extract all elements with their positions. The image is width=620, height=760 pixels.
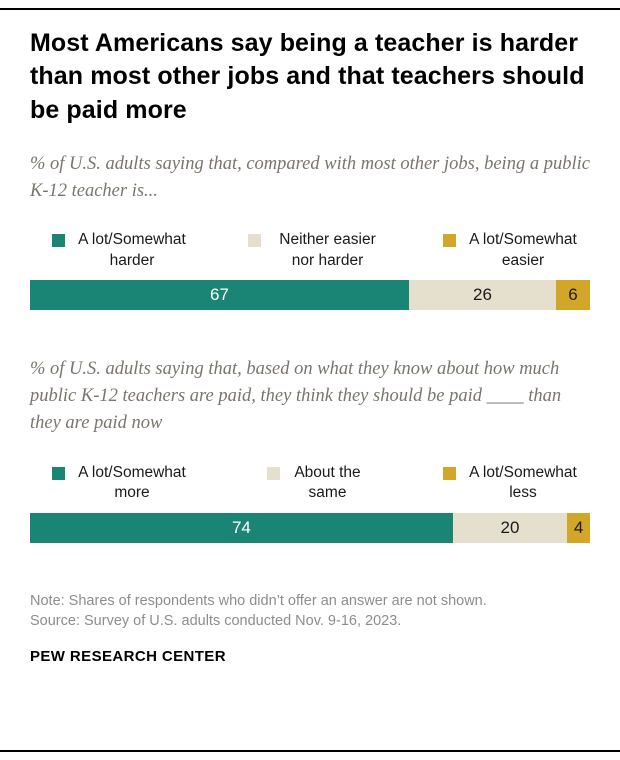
chart2-legend: A lot/Somewhat more About the same A lot… xyxy=(30,463,590,504)
legend-item-same: About the same xyxy=(266,463,370,504)
legend-label: A lot/Somewhat more xyxy=(78,463,186,502)
bar-value: 26 xyxy=(473,285,492,305)
legend-swatch-gold xyxy=(443,234,456,248)
bottom-rule xyxy=(0,750,620,752)
legend-item-harder: A lot/Somewhat harder xyxy=(52,230,193,271)
chart-section-teacher-difficulty: % of U.S. adults saying that, compared w… xyxy=(30,127,590,311)
legend-item-less: A lot/Somewhat less xyxy=(443,463,584,504)
legend-item-neither: Neither easier nor harder xyxy=(247,230,389,271)
bar-segment-same: 20 xyxy=(452,512,568,543)
bar-segment-easier: 6 xyxy=(556,280,590,311)
bar-value: 74 xyxy=(231,517,251,537)
top-rule xyxy=(0,8,620,10)
bar-segment-neither: 26 xyxy=(408,280,557,311)
note-text: Note: Shares of respondents who didn’t o… xyxy=(30,592,487,609)
chart-section-teacher-pay: % of U.S. adults saying that, based on w… xyxy=(30,310,590,543)
bar-segment-less: 4 xyxy=(567,512,590,543)
bar-segment-more: 74 xyxy=(30,512,453,543)
legend-swatch-beige xyxy=(247,234,261,248)
legend-label: Neither easier nor harder xyxy=(279,231,376,269)
legend-swatch-gold xyxy=(443,466,456,480)
chart2-subtitle: % of U.S. adults saying that, based on w… xyxy=(30,359,562,433)
legend-label: A lot/Somewhat harder xyxy=(78,231,186,269)
stacked-bar-difficulty: 67 26 6 xyxy=(30,280,590,311)
legend-swatch-beige xyxy=(266,466,280,480)
footnotes: Note: Shares of respondents who didn’t o… xyxy=(30,591,590,665)
stacked-bar-pay: 74 20 4 xyxy=(30,512,590,543)
content-area: Most Americans say being a teacher is ha… xyxy=(0,10,620,750)
source-text: Source: Survey of U.S. adults conducted … xyxy=(30,613,402,630)
bar-value: 67 xyxy=(210,285,229,305)
page-title: Most Americans say being a teacher is ha… xyxy=(30,29,585,124)
legend-label: About the same xyxy=(294,463,361,502)
bar-value: 4 xyxy=(573,517,584,537)
bar-value: 6 xyxy=(568,285,578,305)
legend-label: A lot/Somewhat easier xyxy=(469,231,577,269)
brand-label: PEW RESEARCH CENTER xyxy=(30,647,226,665)
legend-label: A lot/Somewhat less xyxy=(469,463,577,502)
legend-swatch-teal xyxy=(52,466,65,480)
chart1-legend: A lot/Somewhat harder Neither easier nor… xyxy=(30,230,590,271)
legend-item-more: A lot/Somewhat more xyxy=(52,463,193,504)
legend-swatch-teal xyxy=(52,234,65,248)
bar-value: 20 xyxy=(500,517,520,537)
legend-item-easier: A lot/Somewhat easier xyxy=(443,230,584,271)
chart1-subtitle: % of U.S. adults saying that, compared w… xyxy=(30,153,590,201)
bar-segment-harder: 67 xyxy=(30,280,409,311)
